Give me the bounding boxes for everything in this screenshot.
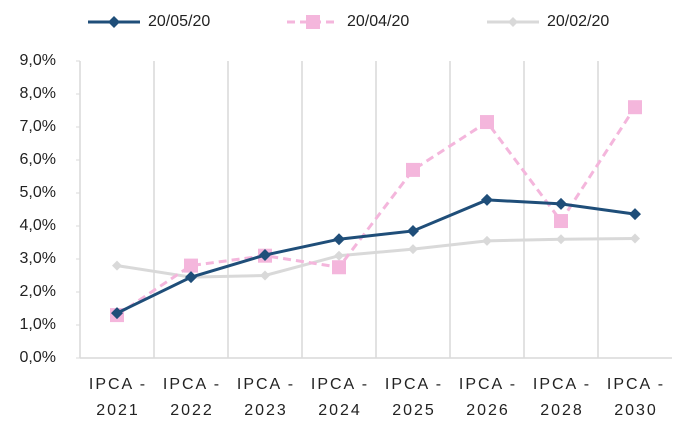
y-tick-label: 4,0% (20, 217, 56, 234)
x-tick-label: IPCA - 2026 (458, 376, 518, 419)
marker (185, 271, 197, 284)
marker (332, 260, 346, 275)
marker (482, 235, 492, 246)
x-tick-label: IPCA - 2023 (236, 376, 296, 419)
series-line (116, 198, 636, 315)
y-tick-label: 3,0% (20, 250, 56, 267)
legend-marker (508, 17, 518, 27)
marker (556, 234, 566, 245)
marker (111, 307, 123, 320)
legend-marker (108, 16, 120, 28)
marker (554, 214, 568, 229)
legend-label: 20/04/20 (347, 13, 409, 30)
y-tick-label: 1,0% (20, 316, 56, 333)
marker (260, 270, 270, 281)
legend-label: 20/02/20 (547, 13, 609, 30)
marker (628, 100, 642, 115)
x-tick-label: IPCA - 2028 (532, 376, 592, 419)
marker (406, 162, 420, 177)
y-tick-label: 9,0% (20, 52, 56, 69)
y-tick-label: 0,0% (20, 349, 56, 366)
marker (184, 258, 198, 273)
marker (480, 115, 494, 130)
x-tick-label: IPCA - 2024 (310, 376, 370, 419)
y-tick-label: 6,0% (20, 151, 56, 168)
y-tick-label: 7,0% (20, 118, 56, 135)
y-tick-label: 8,0% (20, 85, 56, 102)
marker (334, 250, 344, 261)
legend-label: 20/05/20 (148, 13, 210, 30)
legend-item: 20/04/20 (287, 13, 409, 30)
marker (630, 233, 640, 244)
legend-item: 20/02/20 (487, 13, 609, 30)
marker (407, 224, 419, 237)
x-tick-label: IPCA - 2021 (88, 376, 148, 419)
y-tick-label: 2,0% (20, 283, 56, 300)
x-tick-label: IPCA - 2025 (384, 376, 444, 419)
marker (112, 260, 122, 271)
marker (408, 244, 418, 255)
x-tick-label: IPCA - 2030 (606, 376, 666, 419)
marker (259, 249, 271, 262)
marker (555, 197, 567, 210)
marker (481, 193, 493, 206)
y-tick-label: 5,0% (20, 184, 56, 201)
marker (629, 208, 641, 221)
marker (333, 233, 345, 246)
legend-item: 20/05/20 (88, 13, 210, 30)
x-tick-label: IPCA - 2022 (162, 376, 222, 419)
legend-marker (306, 15, 320, 29)
series-line (116, 237, 636, 279)
